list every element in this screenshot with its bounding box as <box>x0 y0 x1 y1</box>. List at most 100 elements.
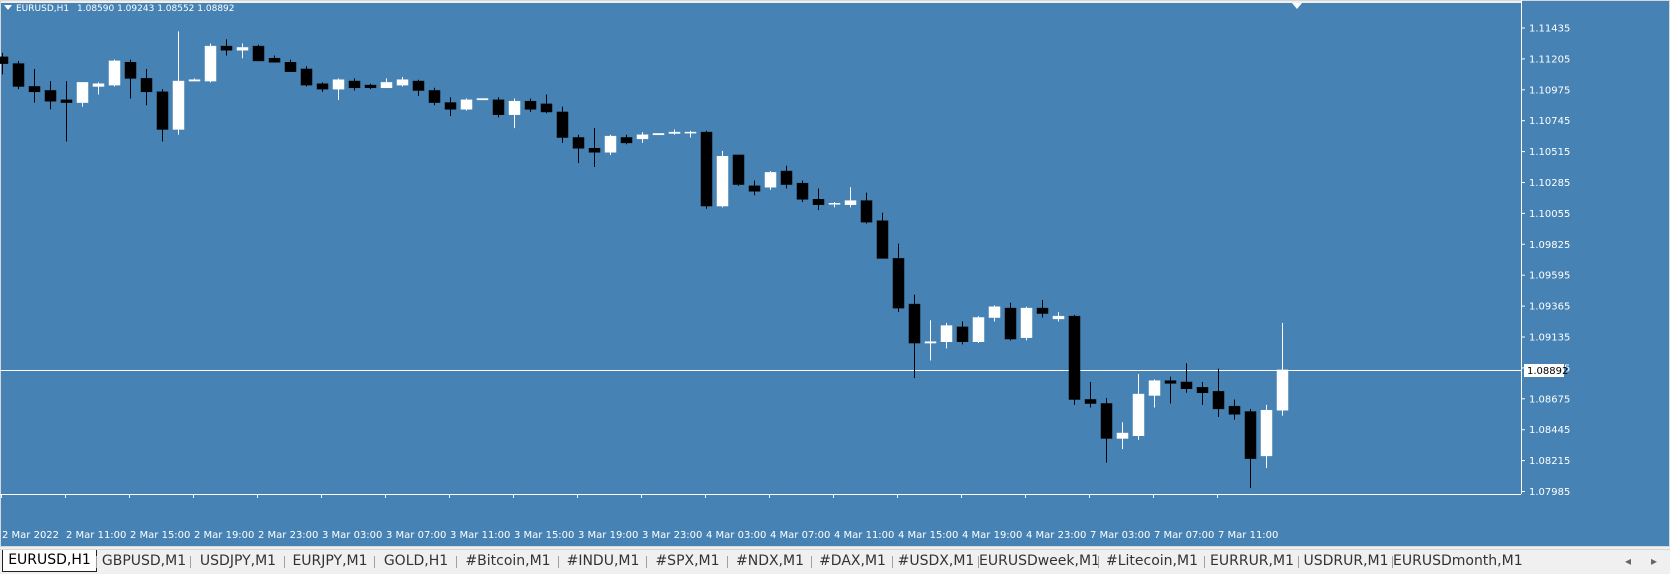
bear-candle <box>732 154 745 185</box>
x-tick-label: 7 Mar 03:00 <box>1090 530 1150 541</box>
chart-tab[interactable]: GBPUSD,M1 <box>101 553 187 569</box>
chart-tab[interactable]: #INDU,M1 <box>566 553 640 569</box>
bear-candle <box>1084 399 1097 404</box>
bear-candle <box>956 326 969 342</box>
y-tick-label: 1.08675 <box>1529 394 1570 405</box>
y-tick-label: 1.08215 <box>1529 456 1570 467</box>
chart-tab[interactable]: EURUSDweek,M1 <box>979 553 1100 569</box>
price-chart[interactable]: 1.11435 1.11205 1.10975 1.10745 1.10515 1.102… <box>0 0 1670 547</box>
x-tick-label: 4 Mar 19:00 <box>962 530 1022 541</box>
scroll-right-icon[interactable]: ▸ <box>1650 554 1658 568</box>
bear-candle <box>620 137 633 144</box>
bear-candle <box>364 84 377 89</box>
bull-candle <box>1276 369 1289 411</box>
x-tick-label: 3 Mar 15:00 <box>514 530 574 541</box>
bear-candle <box>1036 307 1049 314</box>
chart-tab[interactable]: USDRUR,M1 <box>1303 553 1389 569</box>
tab-separator <box>978 556 979 568</box>
bull-candle <box>380 82 393 89</box>
chart-tab[interactable]: #Litecoin,M1 <box>1106 553 1198 569</box>
bull-candle <box>828 203 841 205</box>
bear-candle <box>876 220 889 259</box>
bear-candle <box>268 57 281 63</box>
tab-separator <box>892 556 893 568</box>
bear-candle <box>1244 411 1257 459</box>
bull-candle <box>764 172 777 188</box>
bull-candle <box>172 80 185 130</box>
y-tick-label: 1.08445 <box>1529 425 1570 436</box>
bull-candle <box>76 82 89 103</box>
chart-tab[interactable]: GOLD,H1 <box>383 553 449 569</box>
chart-tab[interactable]: USDJPY,M1 <box>199 553 277 569</box>
bear-candle <box>812 199 825 205</box>
x-tick-label: 3 Mar 03:00 <box>322 530 382 541</box>
y-tick-label: 1.10285 <box>1529 178 1570 189</box>
y-tick-label: 1.10975 <box>1529 85 1570 96</box>
y-tick-label: 1.10745 <box>1529 116 1570 127</box>
bull-candle <box>476 98 489 101</box>
bull-candle <box>332 79 345 90</box>
bear-candle <box>1228 405 1241 415</box>
chart-tab[interactable]: EURJPY,M1 <box>292 553 368 569</box>
bear-candle <box>60 99 73 103</box>
x-tick-label: 3 Mar 19:00 <box>578 530 638 541</box>
bear-candle <box>572 137 585 149</box>
bear-candle <box>300 68 313 86</box>
bear-candle <box>780 170 793 185</box>
bull-candle <box>988 306 1001 318</box>
y-tick-label: 1.10055 <box>1529 209 1570 220</box>
chart-tab[interactable]: EURRUR,M1 <box>1210 553 1294 569</box>
chart-tab[interactable]: EURUSD,H1 <box>2 550 97 572</box>
bull-candle <box>1052 315 1065 320</box>
bear-candle <box>892 258 905 309</box>
dropdown-triangle-icon[interactable] <box>4 5 12 10</box>
y-tick-label: 1.09595 <box>1529 271 1570 282</box>
bear-candle <box>252 45 265 62</box>
bear-candle <box>1196 387 1209 394</box>
chart-tab[interactable]: #DAX,M1 <box>819 553 886 569</box>
bear-candle <box>908 303 921 344</box>
chart-tab[interactable]: #USDX,M1 <box>897 553 975 569</box>
tab-separator <box>456 556 457 568</box>
chart-tab[interactable]: #Bitcoin,M1 <box>465 553 551 569</box>
bull-candle <box>1132 393 1145 436</box>
bull-candle <box>652 133 665 136</box>
bear-candle <box>140 78 153 93</box>
tab-separator <box>190 556 191 568</box>
low-value: 1.08552 <box>157 4 195 14</box>
bear-candle <box>1180 381 1193 389</box>
bear-candle <box>1004 307 1017 340</box>
chart-tab[interactable]: EURUSDmonth,M1 <box>1393 553 1523 569</box>
bear-candle <box>348 80 361 89</box>
bear-candle <box>412 80 425 91</box>
tab-separator <box>374 556 375 568</box>
chart-shift-marker-icon[interactable] <box>1292 3 1302 9</box>
bull-candle <box>604 135 617 153</box>
tab-separator <box>811 556 812 568</box>
high-value: 1.09243 <box>117 4 155 14</box>
y-tick-label: 1.11205 <box>1529 54 1570 65</box>
tab-separator <box>558 556 559 568</box>
bull-candle <box>508 100 521 115</box>
x-tick-label: 7 Mar 07:00 <box>1154 530 1214 541</box>
time-scale-area <box>0 494 1521 547</box>
bull-candle <box>1148 380 1161 396</box>
tab-separator <box>1098 556 1099 568</box>
tab-separator <box>1204 556 1205 568</box>
scroll-left-icon[interactable]: ◂ <box>1624 554 1632 568</box>
bull-candle <box>684 131 697 134</box>
chart-tab[interactable]: #SPX,M1 <box>655 553 720 569</box>
tab-separator <box>1392 556 1393 568</box>
plot-area[interactable] <box>1 3 1521 494</box>
y-tick-label: 1.10515 <box>1529 147 1570 158</box>
bear-candle <box>316 83 329 90</box>
x-tick-label: 4 Mar 11:00 <box>834 530 894 541</box>
bear-candle <box>1100 403 1113 439</box>
current-price-label: 1.08892 <box>1527 366 1568 377</box>
chart-window[interactable]: 1.11435 1.11205 1.10975 1.10745 1.10515 1.102… <box>0 0 1670 547</box>
x-tick-label: 3 Mar 07:00 <box>386 530 446 541</box>
open-value: 1.08590 <box>77 4 115 14</box>
bull-candle <box>940 325 953 342</box>
tab-separator <box>727 556 728 568</box>
chart-tab[interactable]: #NDX,M1 <box>735 553 804 569</box>
